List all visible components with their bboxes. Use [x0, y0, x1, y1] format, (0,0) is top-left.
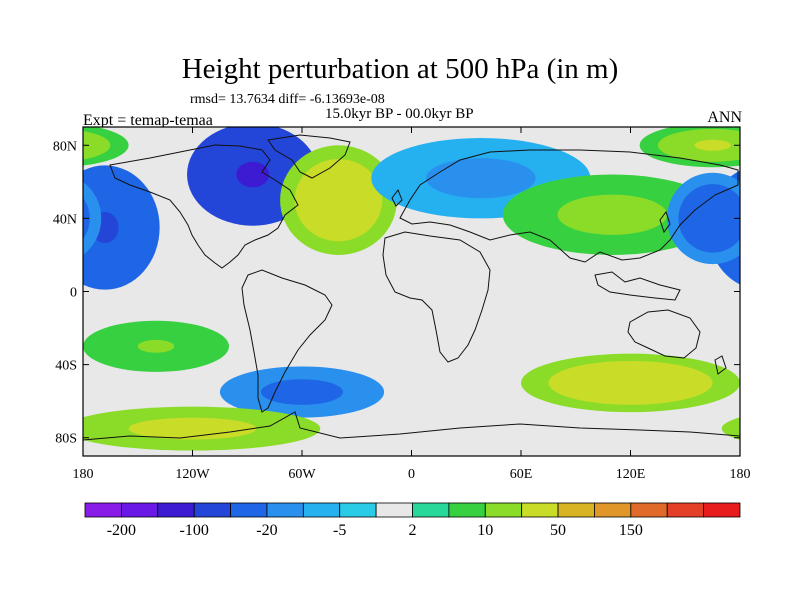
coast-japan [659, 210, 671, 234]
x-tick-label: 120W [175, 467, 210, 482]
colorbar-swatch [557, 502, 595, 518]
colorbar-swatch [521, 502, 559, 518]
contour-band [453, 168, 509, 189]
colorbar-swatch [375, 502, 413, 518]
coastline-layer [83, 134, 740, 441]
colorbar-swatch [339, 502, 377, 518]
coast-greenland [267, 134, 351, 179]
coast-maritime-continent [594, 271, 681, 301]
y-tick-label: 0 [70, 286, 77, 301]
x-tick-label: 180 [730, 467, 751, 482]
colorbar-label: 2 [409, 522, 417, 539]
colorbar-label: -200 [107, 522, 136, 539]
contour-band [323, 186, 354, 214]
colorbar-swatch [703, 502, 741, 518]
coast-africa [382, 231, 491, 363]
y-tick-label: 40S [55, 359, 77, 374]
colorbar-swatch [666, 502, 705, 518]
colorbar-label: 10 [477, 522, 493, 539]
contour-band [786, 418, 800, 440]
colorbar-swatch [120, 502, 159, 518]
colorbar-label: 50 [550, 522, 566, 539]
period-label: 15.0kyr BP - 00.0kyr BP [325, 106, 474, 122]
colorbar-swatch [266, 502, 304, 518]
coast-eurasia [399, 149, 739, 263]
anomaly-region [187, 127, 319, 226]
contour-band [137, 339, 175, 353]
colorbar-swatch [484, 502, 523, 518]
x-tick-label: 60W [288, 467, 316, 482]
y-tick-label: 80N [53, 139, 77, 154]
anomaly-region [521, 353, 740, 413]
anomaly-region [502, 174, 722, 255]
colorbar-swatch [630, 502, 668, 518]
coast-south-america [241, 269, 333, 413]
chart-title: Height perturbation at 500 hPa (in m) [181, 53, 619, 85]
colorbar-label: -20 [256, 522, 277, 539]
stats-line: rmsd= 13.7634 diff= -6.13693e-08 [190, 92, 385, 107]
contour-band [584, 204, 640, 225]
experiment-label: Expt = temap-temaa [83, 112, 213, 129]
coast-new-zealand [714, 355, 727, 375]
coast-british-isles [391, 188, 403, 207]
contour-band [694, 139, 731, 151]
contour-band [83, 181, 102, 255]
colorbar: -200 -100 -20 -5 2 10 50 150 [84, 502, 741, 539]
x-tick-label: 60E [510, 467, 533, 482]
contour-band [701, 206, 725, 230]
colorbar-label: -5 [333, 522, 346, 539]
colorbar-swatch [594, 502, 632, 518]
coast-australia [627, 309, 701, 359]
coast-north-america [109, 144, 299, 269]
contour-band [748, 212, 775, 243]
y-tick-label: 40N [53, 212, 77, 227]
contour-band [754, 412, 800, 445]
anomaly-region [83, 320, 229, 372]
contour-band [160, 423, 225, 435]
season-label: ANN [707, 109, 742, 126]
x-tick-label: 0 [408, 467, 415, 482]
anomaly-region [83, 172, 740, 265]
colorbar-swatch [193, 502, 231, 518]
colorbar-swatch [84, 502, 122, 518]
y-tick-label: 80S [55, 432, 77, 447]
colorbar-swatch [412, 502, 450, 518]
x-tick-label: 120E [616, 467, 646, 482]
anomaly-region [83, 127, 740, 168]
contour-band [603, 375, 658, 391]
contour-band [236, 161, 270, 188]
colorbar-swatch [448, 502, 486, 518]
contour-band [281, 385, 323, 399]
colorbar-swatch [302, 502, 341, 518]
contour-fill-layer [83, 127, 800, 451]
colorbar-label: 150 [619, 522, 643, 539]
contour-band [734, 208, 740, 247]
axes: 180 120W 60W 0 60E 120E 180 80N 40N 0 40S 80S [53, 127, 751, 482]
x-tick-label: 180 [73, 467, 94, 482]
colorbar-label: -100 [180, 522, 209, 539]
contour-band [721, 417, 740, 440]
anomaly-region [280, 145, 397, 255]
coast-antarctica [83, 411, 740, 441]
colorbar-swatch [230, 502, 268, 518]
colorbar-swatch [157, 502, 195, 518]
contour-band [83, 131, 111, 160]
